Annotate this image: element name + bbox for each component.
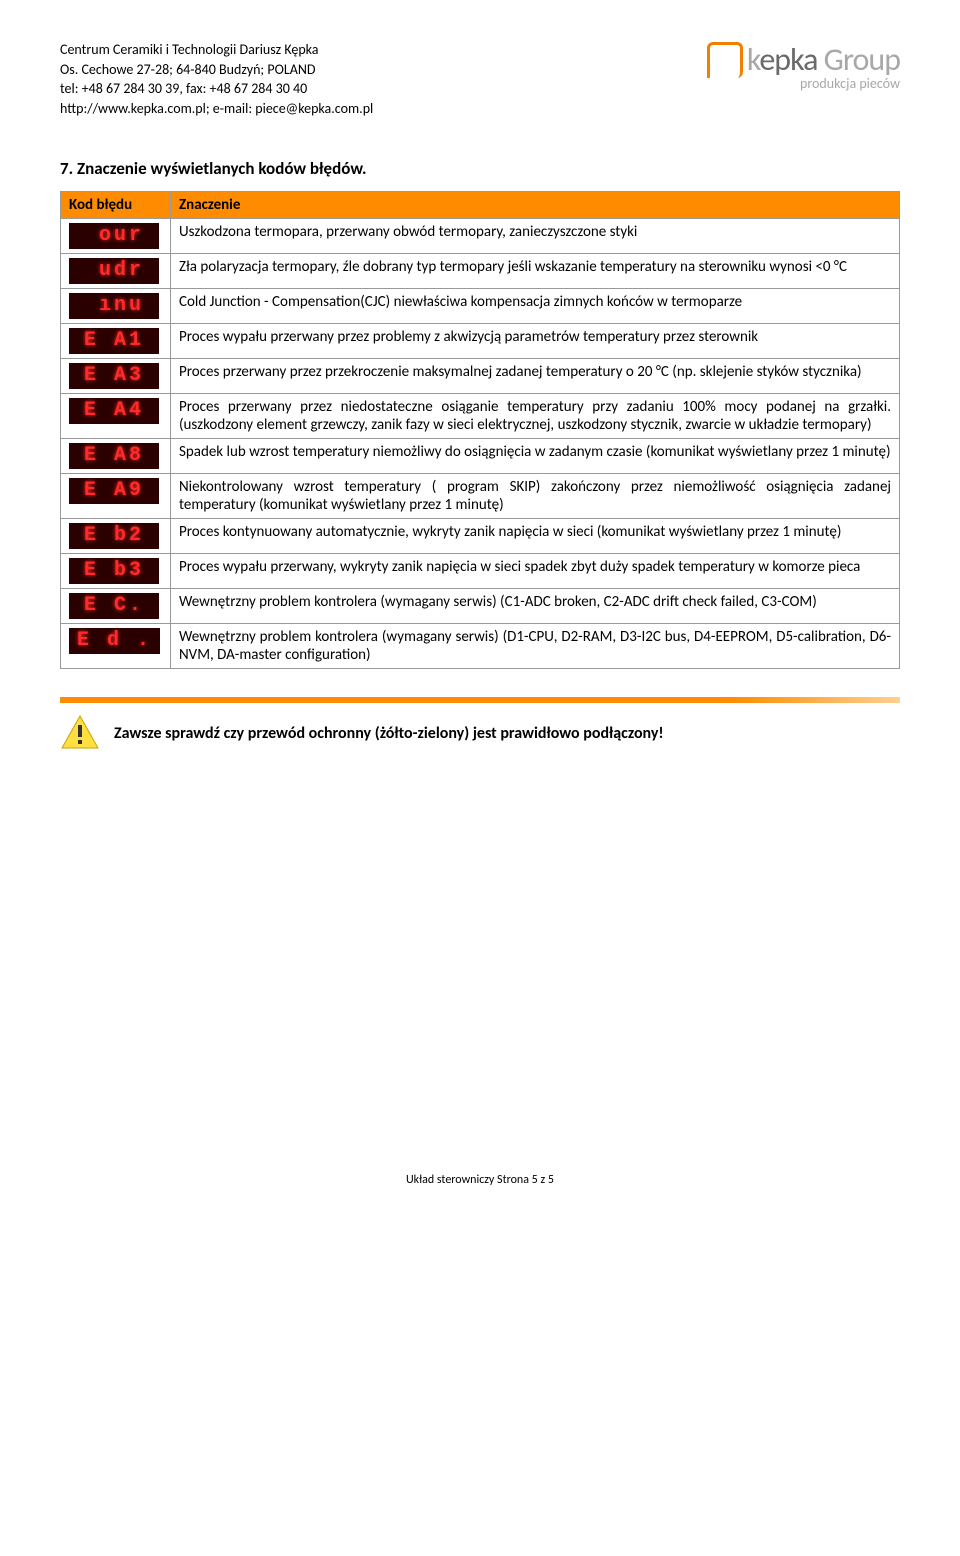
table-row: E A9 Niekontrolowany wzrost temperatury (… xyxy=(61,474,900,519)
led-display: ınu xyxy=(69,293,159,319)
table-row: E C. Wewnętrzny problem kontrolera (wymag… xyxy=(61,589,900,624)
code-cell: E b2 xyxy=(61,519,171,554)
code-cell: E A4 xyxy=(61,394,171,439)
warning-row: Zawsze sprawdź czy przewód ochronny (żół… xyxy=(60,713,900,753)
led-display: E A3 xyxy=(69,363,159,389)
table-row: E A8 Spadek lub wzrost temperatury niemoż… xyxy=(61,439,900,474)
led-display: E b3 xyxy=(69,558,159,584)
led-display: E d . xyxy=(69,628,160,654)
table-row: E b3 Proces wypału przerwany, wykryty zan… xyxy=(61,554,900,589)
led-display: E b2 xyxy=(69,523,159,549)
table-header-meaning: Znaczenie xyxy=(171,192,900,219)
led-display: E A8 xyxy=(69,443,159,469)
logo-text: kepka Group xyxy=(747,40,900,79)
company-line: tel: +48 67 284 30 39, fax: +48 67 284 3… xyxy=(60,79,373,99)
meaning-cell: Proces wypału przerwany przez problemy z… xyxy=(171,324,900,359)
warning-icon xyxy=(60,713,100,753)
led-display: E C. xyxy=(69,593,159,619)
table-row: ınu Cold Junction - Compensation(CJC) nie… xyxy=(61,289,900,324)
page-footer: Układ sterowniczy Strona 5 z 5 xyxy=(60,1173,900,1187)
code-cell: E A3 xyxy=(61,359,171,394)
code-cell: E A1 xyxy=(61,324,171,359)
meaning-cell: Wewnętrzny problem kontrolera (wymagany … xyxy=(171,624,900,669)
company-line: Centrum Ceramiki i Technologii Dariusz K… xyxy=(60,40,373,60)
led-display: E A4 xyxy=(69,398,159,424)
code-cell: ınu xyxy=(61,289,171,324)
meaning-cell: Proces kontynuowany automatycznie, wykry… xyxy=(171,519,900,554)
logo-subtitle: produkcja pieców xyxy=(800,75,900,92)
meaning-cell: Proces przerwany przez niedostateczne os… xyxy=(171,394,900,439)
led-display: E A1 xyxy=(69,328,159,354)
table-row: our Uszkodzona termopara, przerwany obwód… xyxy=(61,219,900,254)
table-row: E A4 Proces przerwany przez niedostateczn… xyxy=(61,394,900,439)
code-cell: E A8 xyxy=(61,439,171,474)
error-codes-table: Kod błędu Znaczenie our Uszkodzona termop… xyxy=(60,191,900,669)
table-row: udr Zła polaryzacja termopary, źle dobran… xyxy=(61,254,900,289)
code-cell: E d . xyxy=(61,624,171,669)
code-cell: E C. xyxy=(61,589,171,624)
code-cell: our xyxy=(61,219,171,254)
meaning-cell: Proces wypału przerwany, wykryty zanik n… xyxy=(171,554,900,589)
page-header: Centrum Ceramiki i Technologii Dariusz K… xyxy=(60,40,900,118)
company-info: Centrum Ceramiki i Technologii Dariusz K… xyxy=(60,40,373,118)
logo: kepka Group produkcja pieców xyxy=(707,40,900,92)
meaning-cell: Uszkodzona termopara, przerwany obwód te… xyxy=(171,219,900,254)
meaning-cell: Spadek lub wzrost temperatury niemożliwy… xyxy=(171,439,900,474)
code-cell: E b3 xyxy=(61,554,171,589)
led-display: our xyxy=(69,223,159,249)
meaning-cell: Niekontrolowany wzrost temperatury ( pro… xyxy=(171,474,900,519)
table-row: E A3 Proces przerwany przez przekroczenie… xyxy=(61,359,900,394)
table-row: E b2 Proces kontynuowany automatycznie, w… xyxy=(61,519,900,554)
company-line: http://www.kepka.com.pl; e-mail: piece@k… xyxy=(60,99,373,119)
logo-main: kepka Group xyxy=(707,40,900,79)
meaning-cell: Zła polaryzacja termopary, źle dobrany t… xyxy=(171,254,900,289)
led-display: udr xyxy=(69,258,159,284)
code-cell: udr xyxy=(61,254,171,289)
led-display: E A9 xyxy=(69,478,159,504)
meaning-cell: Proces przerwany przez przekroczenie mak… xyxy=(171,359,900,394)
table-row: E A1 Proces wypału przerwany przez proble… xyxy=(61,324,900,359)
warning-text: Zawsze sprawdź czy przewód ochronny (żół… xyxy=(114,724,664,743)
meaning-cell: Wewnętrzny problem kontrolera (wymagany … xyxy=(171,589,900,624)
section-title: 7. Znaczenie wyświetlanych kodów błędów. xyxy=(60,158,900,179)
divider-bar xyxy=(60,697,900,703)
code-cell: E A9 xyxy=(61,474,171,519)
company-line: Os. Cechowe 27-28; 64-840 Budzyń; POLAND xyxy=(60,60,373,80)
table-header-code: Kod błędu xyxy=(61,192,171,219)
logo-icon xyxy=(707,42,743,78)
table-row: E d . Wewnętrzny problem kontrolera (wyma… xyxy=(61,624,900,669)
meaning-cell: Cold Junction - Compensation(CJC) niewła… xyxy=(171,289,900,324)
